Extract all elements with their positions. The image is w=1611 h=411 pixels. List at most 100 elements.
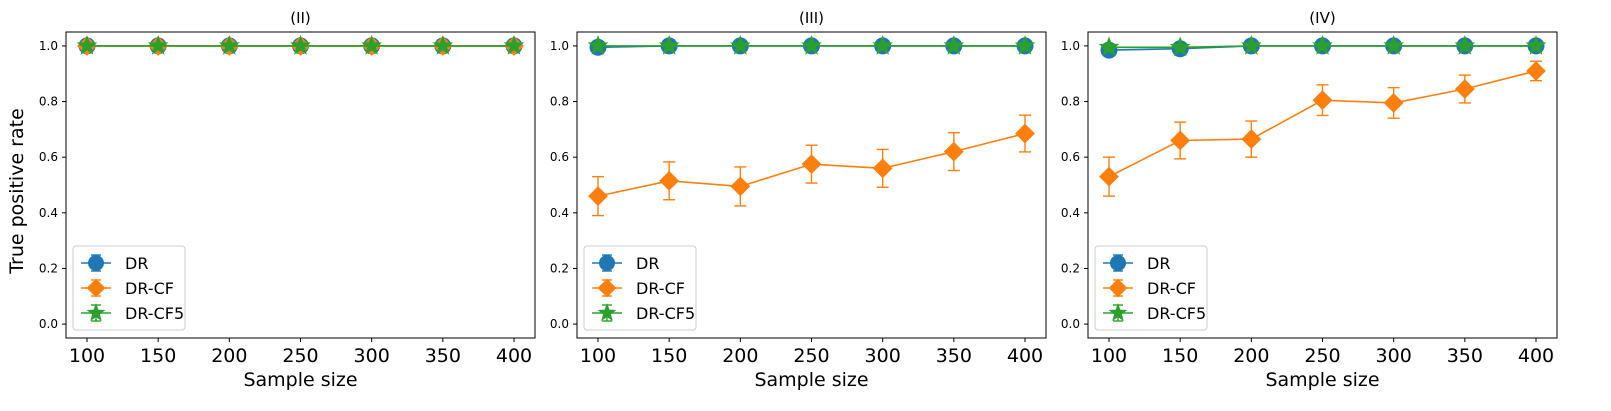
legend-marker [1108,278,1128,298]
y-tick-label: 0.8 [1061,95,1080,109]
data-point [76,35,98,55]
data-point [1170,130,1191,151]
legend-marker [1110,255,1126,271]
y-tick-label: 0.8 [550,95,569,109]
data-point [587,35,609,55]
legend-item: DR-CF5 [81,303,184,323]
legend-marker [1108,303,1128,321]
legend: DR DR-CF DR-CF5 [583,245,697,331]
data-point [1526,61,1546,81]
data-point [361,35,383,55]
data-point [588,186,608,207]
x-axis-label: Sample size [1265,369,1379,391]
data-point [1098,36,1120,57]
data-point [1312,90,1333,111]
panel-title: (III) [799,9,824,27]
data-point [1241,129,1262,150]
data-point [290,35,311,55]
legend-item: DR [592,254,659,273]
legend-label: DR [125,254,148,273]
chart-panels: (II) 0.0 0.2 0.4 0.6 0.8 1.0 100 150 200 250 300 350… [39,9,1558,391]
data-point [218,35,240,55]
legend-marker [597,303,617,321]
series-dr-cf [588,114,1035,217]
y-tick-label: 0.4 [550,206,569,220]
legend-marker [597,278,617,298]
legend-label: DR-CF5 [1147,304,1206,323]
legend-item: DR-CF [592,278,685,298]
series-dr-cf5 [1098,35,1547,57]
chart-panel-2: (III) 0.0 0.2 0.4 0.6 0.8 1.0 100 150 200 250 300 35… [550,9,1047,391]
legend-marker [599,255,615,271]
data-point [1383,93,1404,113]
x-tick-label: 250 [1304,345,1340,367]
panel-title: (II) [290,9,311,27]
data-point [1525,35,1547,55]
series-dr-cf5 [587,35,1036,55]
x-tick-label: 200 [1233,345,1269,367]
legend-marker [86,278,106,298]
series-dr-cf5 [76,35,525,55]
legend-label: DR [636,254,659,273]
x-tick-label: 150 [140,345,176,367]
y-tick-label: 0.4 [1061,206,1080,220]
y-tick-label: 0.4 [39,206,58,220]
x-tick-label: 400 [1518,345,1554,367]
data-point [1312,35,1333,55]
x-tick-label: 150 [1162,345,1198,367]
data-point [1169,36,1191,57]
data-point [801,154,822,175]
x-tick-label: 350 [425,345,461,367]
y-tick-label: 0.6 [550,150,569,164]
legend-label: DR-CF [636,279,685,298]
legend-label: DR-CF5 [125,304,184,323]
x-tick-label: 200 [211,345,247,367]
x-tick-label: 100 [580,345,616,367]
data-point [1014,35,1036,55]
plot-frame [65,31,536,339]
y-tick-label: 1.0 [39,39,58,53]
data-point [1383,35,1405,55]
data-point [943,141,964,162]
x-tick-label: 300 [865,345,901,367]
y-tick-label: 1.0 [550,39,569,53]
y-tick-label: 0.0 [39,317,58,331]
legend-item: DR-CF [81,278,174,298]
data-point [1454,35,1476,55]
x-tick-label: 300 [1376,345,1412,367]
y-tick-label: 0.0 [550,317,569,331]
x-axis-label: Sample size [754,369,868,391]
legend-item: DR [1103,254,1170,273]
chart-panel-3: (IV) 0.0 0.2 0.4 0.6 0.8 1.0 100 150 200 250 300 350… [1061,9,1558,391]
x-tick-label: 200 [722,345,758,367]
legend-item: DR-CF [1103,278,1196,298]
legend-item: DR-CF5 [1103,303,1206,323]
legend-marker [88,255,104,271]
data-point [658,35,680,55]
panel-title: (IV) [1309,9,1335,27]
x-tick-label: 350 [936,345,972,367]
data-point [730,176,751,197]
x-tick-label: 250 [793,345,829,367]
legend-marker [86,303,106,321]
chart-panel-1: (II) 0.0 0.2 0.4 0.6 0.8 1.0 100 150 200 250 300 350… [39,9,536,391]
x-tick-label: 150 [651,345,687,367]
x-tick-label: 250 [282,345,318,367]
plot-frame [576,31,1047,339]
x-tick-label: 400 [1007,345,1043,367]
data-point [1240,35,1262,55]
data-point [943,35,965,55]
y-tick-label: 0.2 [550,261,569,275]
y-tick-label: 0.6 [39,150,58,164]
data-point [872,158,893,179]
y-tick-label: 0.0 [1061,317,1080,331]
legend-label: DR [1147,254,1170,273]
y-tick-label: 0.6 [1061,150,1080,164]
data-point [1015,123,1035,144]
data-point [872,35,894,55]
data-point [729,35,751,55]
legend-item: DR [81,254,148,273]
data-point [659,170,680,191]
y-tick-label: 0.2 [39,261,58,275]
